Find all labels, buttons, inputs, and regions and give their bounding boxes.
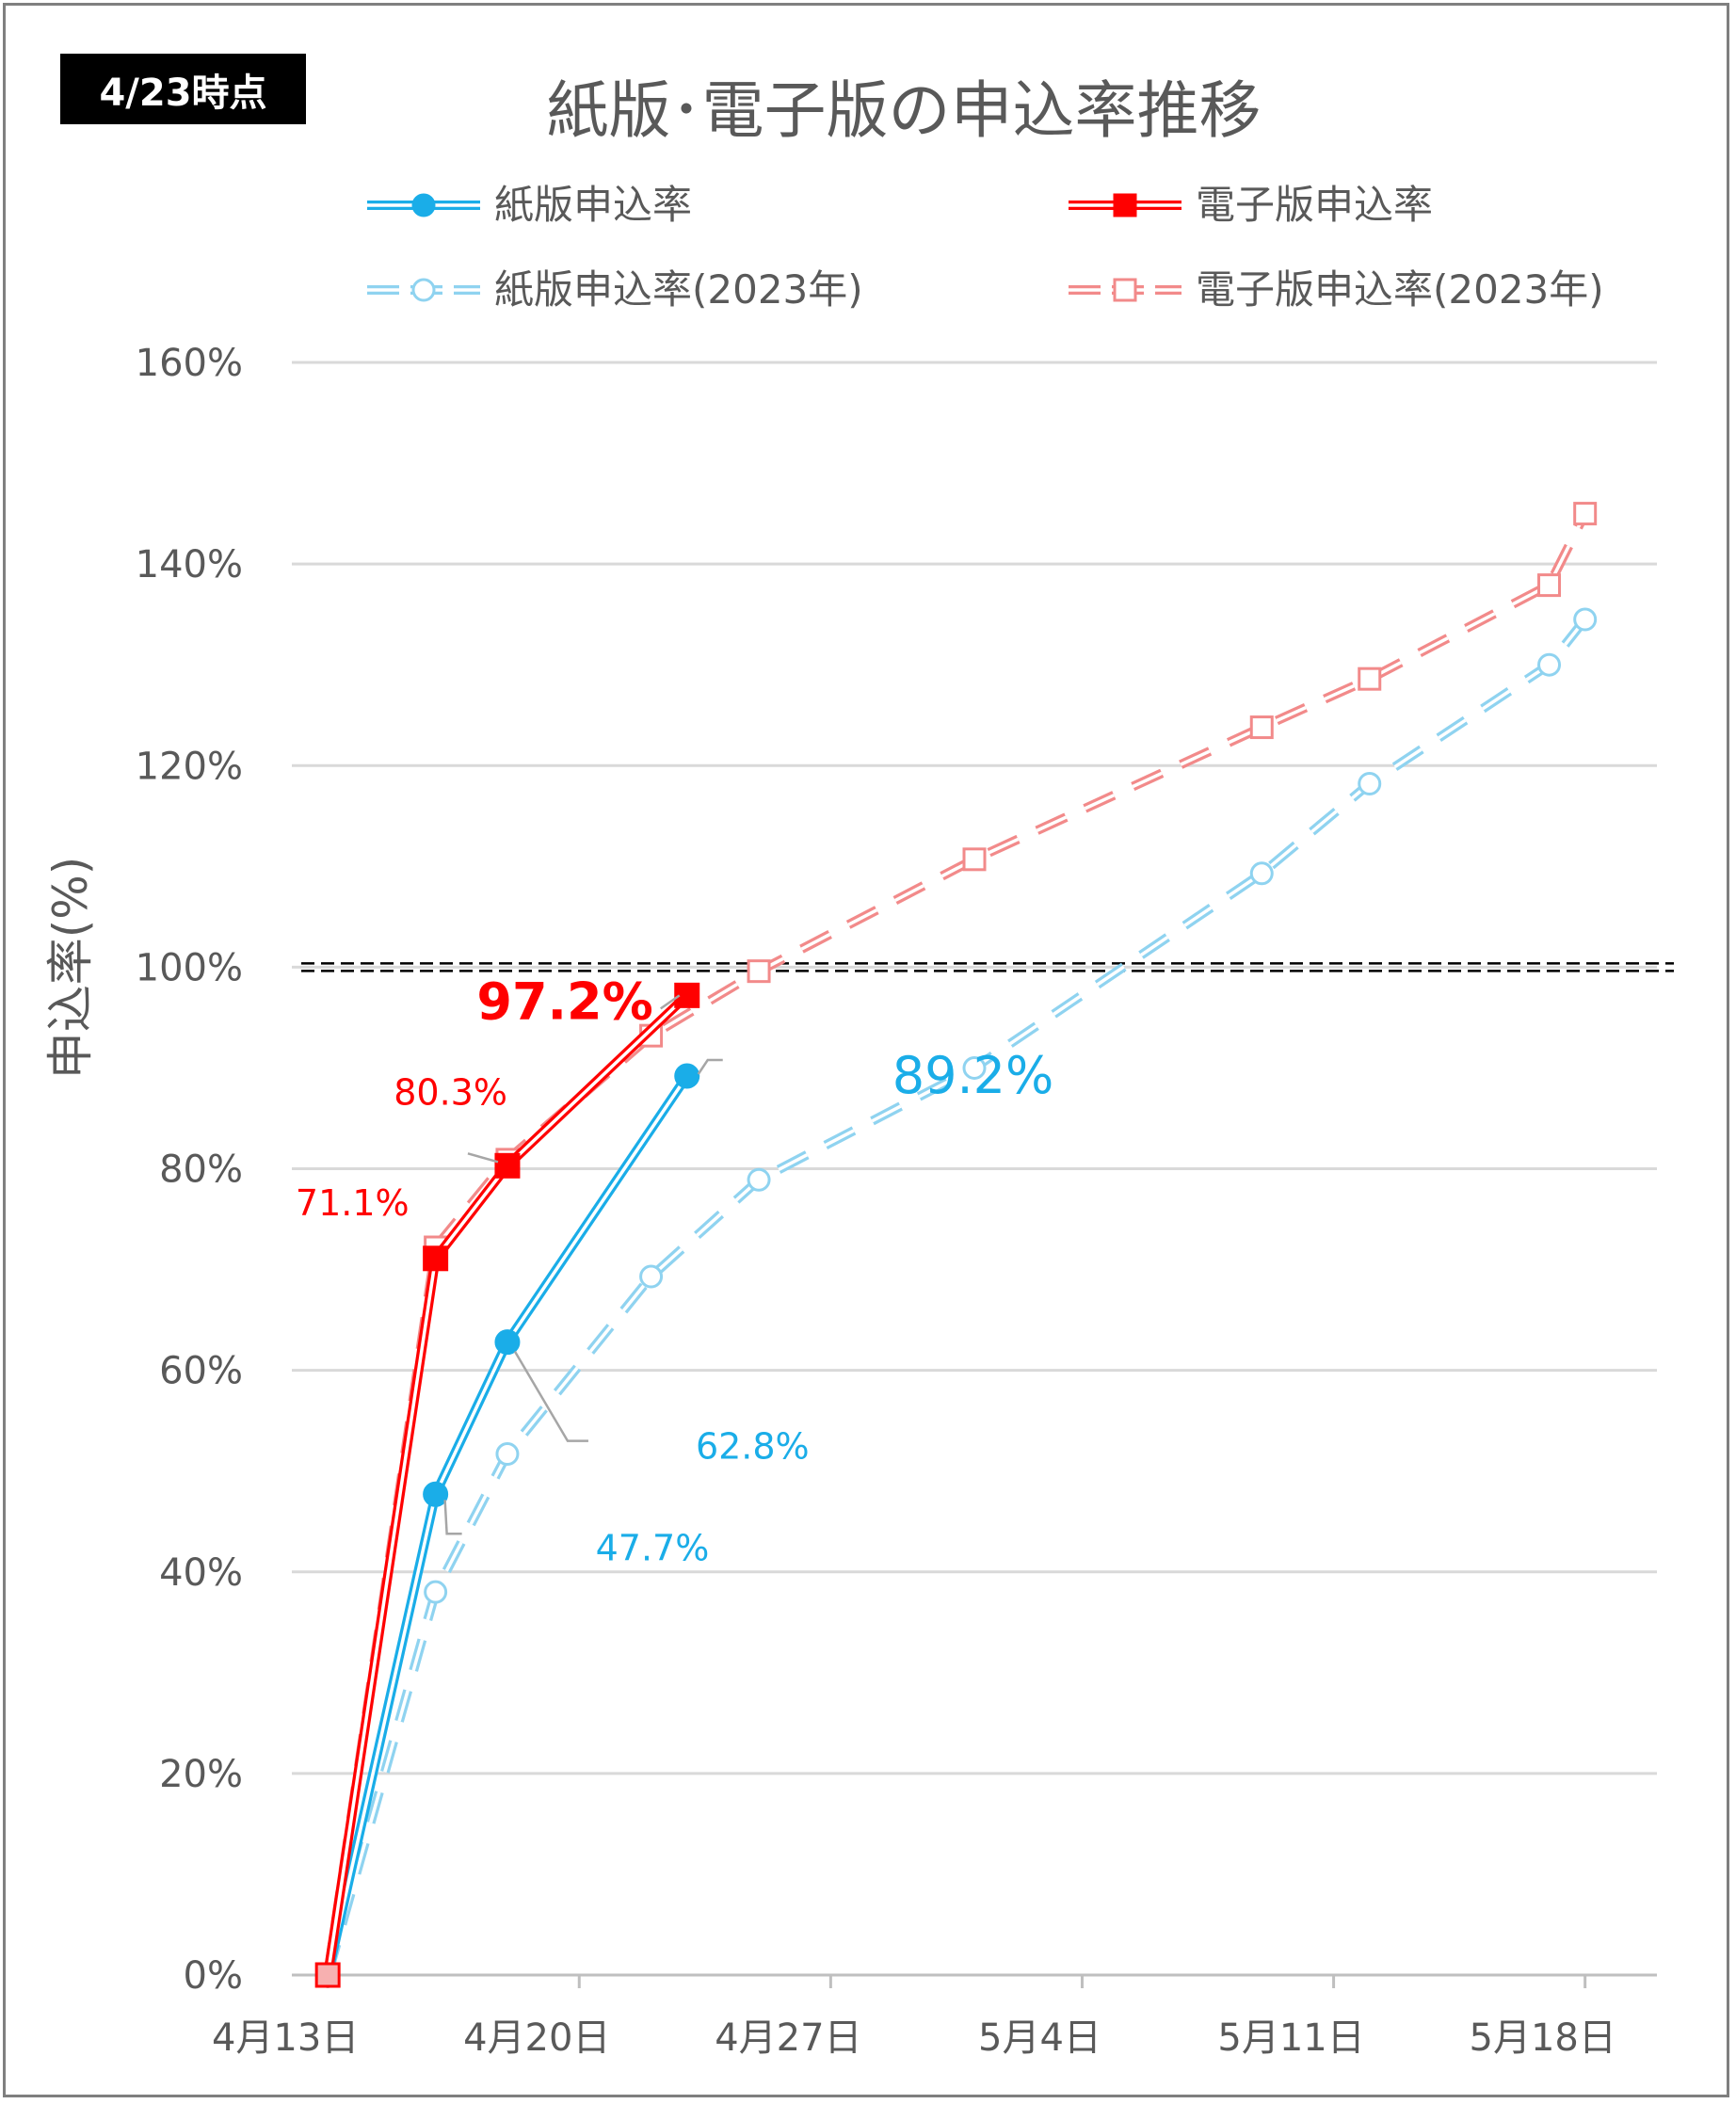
x-tick-label: 4月20日 — [463, 2016, 610, 2060]
legend-label: 紙版申込率(2023年) — [494, 266, 863, 313]
paper-2023-point — [747, 1167, 771, 1192]
y-tick-label: 120% — [136, 745, 243, 788]
data-label: 97.2% — [476, 972, 652, 1031]
legend-label: 電子版申込率(2023年) — [1196, 266, 1604, 313]
legend-entry: 電子版申込率 — [1069, 182, 1433, 228]
data-label: 47.7% — [596, 1527, 710, 1568]
digital-2023-point — [1537, 573, 1562, 598]
legend-marker — [1113, 193, 1137, 217]
digital-2024-line — [314, 982, 700, 1988]
label-leader — [697, 1058, 723, 1075]
reference-line-group — [301, 962, 1674, 972]
digital-2023-point — [962, 847, 987, 872]
paper-2023-point — [639, 1264, 664, 1289]
chart-title: 紙版･電子版の申込率推移 — [547, 74, 1262, 147]
paper-2024-point — [674, 1063, 700, 1089]
legend-marker — [1113, 278, 1137, 302]
legend-marker — [411, 193, 436, 217]
x-tick-label: 5月18日 — [1470, 2016, 1616, 2060]
paper-2024-point — [494, 1329, 521, 1356]
axes: 0% 20% 40% 60% 80% 100% 120% 140% 160% 4月13日 4月20日… — [136, 342, 1657, 2060]
y-tick-label: 40% — [159, 1551, 243, 1595]
data-label: 62.8% — [696, 1426, 810, 1468]
digital-2024-point — [314, 1962, 341, 1988]
data-label: 89.2% — [892, 1046, 1054, 1105]
legend-label: 紙版申込率 — [494, 182, 692, 228]
paper-2023-point — [962, 1055, 987, 1080]
data-labels: 71.1% 80.3% 97.2% 47.7% 62.8% 89.2% — [296, 972, 1053, 1568]
label-leader — [513, 1351, 588, 1442]
paper-2024-point — [423, 1481, 449, 1507]
x-tick-label: 5月4日 — [978, 2016, 1101, 2060]
chart-frame — [3, 3, 1729, 2097]
y-tick-label: 100% — [136, 946, 243, 989]
legend-entry: 紙版申込率(2023年) — [367, 266, 863, 313]
series-group — [314, 502, 1598, 1988]
data-label: 71.1% — [296, 1182, 410, 1224]
paper-2023-point — [1358, 772, 1382, 796]
y-tick-label: 160% — [136, 342, 243, 385]
paper-2023-line-inner — [326, 618, 1587, 1976]
y-tick-label: 0% — [184, 1954, 243, 1998]
digital-2023-point — [1249, 715, 1274, 740]
legend-label: 電子版申込率 — [1196, 182, 1433, 228]
x-tick-label: 4月13日 — [212, 2016, 359, 2060]
paper-2024-line-inner — [326, 1075, 689, 1976]
digital-2024-line-outer — [323, 991, 691, 1976]
digital-2023-point — [1358, 667, 1382, 691]
paper-2023-point — [424, 1580, 448, 1604]
y-tick-label: 20% — [159, 1753, 243, 1796]
digital-2024-point — [494, 1152, 521, 1179]
label-leader — [443, 1500, 462, 1535]
legend-entry: 電子版申込率(2023年) — [1069, 266, 1604, 313]
y-tick-label: 80% — [159, 1148, 243, 1192]
digital-2023-line-inner — [326, 512, 1587, 1976]
x-tick-label: 4月27日 — [715, 2016, 861, 2060]
legend-marker — [411, 278, 436, 302]
y-tick-label: 60% — [159, 1350, 243, 1393]
digital-2023-line — [315, 502, 1598, 1987]
paper-2023-point — [495, 1441, 520, 1466]
digital-2024-line-inner — [326, 994, 688, 1976]
paper-2023-point — [1249, 861, 1274, 886]
y-axis-label: 申込率(%) — [43, 857, 98, 1080]
digital-2023-line-outer — [323, 511, 1590, 1976]
legend-entry: 紙版申込率 — [367, 182, 692, 228]
paper-2023-point — [1537, 652, 1562, 677]
digital-2024-point — [423, 1245, 449, 1272]
label-leader — [660, 994, 681, 1010]
paper-2023-line-outer — [323, 616, 1589, 1977]
data-label: 80.3% — [394, 1071, 507, 1113]
digital-2023-point — [747, 959, 771, 984]
y-tick-label: 140% — [136, 543, 243, 586]
paper-2023-line — [315, 607, 1598, 1987]
digital-2023-point — [1573, 502, 1598, 526]
paper-2024-line — [323, 1063, 700, 1977]
paper-2023-point — [1573, 607, 1598, 632]
label-leader — [467, 1152, 499, 1164]
date-badge: 4/23時点 — [60, 54, 306, 124]
x-tick-label: 5月11日 — [1217, 2016, 1364, 2060]
